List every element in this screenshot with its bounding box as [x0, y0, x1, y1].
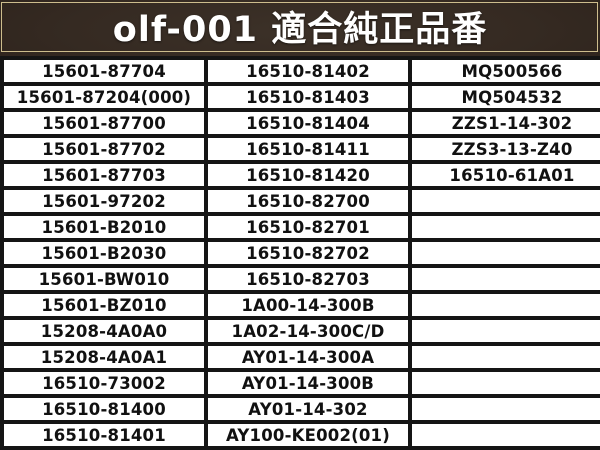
part-number-cell: 16510-82700: [204, 186, 412, 216]
part-number-cell: 16510-81400: [0, 394, 208, 424]
table-row: 15601-B2010 16510-82701: [0, 212, 600, 242]
empty-cell: [408, 290, 600, 320]
part-number-cell: 15601-87700: [0, 108, 208, 138]
part-number-cell: 15601-87702: [0, 134, 208, 164]
part-number-cell: ZZS1-14-302: [408, 108, 600, 138]
table-row: 15208-4A0A1 AY01-14-300A: [0, 342, 600, 372]
table-row: 15601-87700 16510-81404 ZZS1-14-302: [0, 108, 600, 138]
header-banner: olf-001 適合純正品番: [0, 0, 600, 56]
empty-cell: [408, 212, 600, 242]
part-number-cell: AY01-14-300B: [204, 368, 412, 398]
part-number-cell: 15601-97202: [0, 186, 208, 216]
part-number-cell: 1A02-14-300C/D: [204, 316, 412, 346]
part-number-cell: 16510-81404: [204, 108, 412, 138]
part-number-cell: AY01-14-300A: [204, 342, 412, 372]
empty-cell: [408, 394, 600, 424]
part-number-cell: 16510-81401: [0, 420, 208, 450]
part-number-cell: AY100-KE002(01): [204, 420, 412, 450]
part-number-cell: 15601-BZ010: [0, 290, 208, 320]
empty-cell: [408, 316, 600, 346]
table-row: 15601-BZ010 1A00-14-300B: [0, 290, 600, 320]
table-row: 15601-87704 16510-81402 MQ500566: [0, 56, 600, 86]
empty-cell: [408, 368, 600, 398]
part-number-cell: 16510-82703: [204, 264, 412, 294]
part-number-cell: 15601-87704: [0, 56, 208, 86]
empty-cell: [408, 420, 600, 450]
part-number-cell: 16510-81403: [204, 82, 412, 112]
part-number-cell: 16510-81402: [204, 56, 412, 86]
table-row: 15601-87703 16510-81420 16510-61A01: [0, 160, 600, 190]
part-number-cell: 15601-B2030: [0, 238, 208, 268]
table-row: 15601-B2030 16510-82702: [0, 238, 600, 268]
part-number-cell: 15601-87204(000): [0, 82, 208, 112]
table-row: 15208-4A0A0 1A02-14-300C/D: [0, 316, 600, 346]
part-number-cell: 16510-61A01: [408, 160, 600, 190]
page-title: olf-001 適合純正品番: [112, 9, 488, 50]
part-number-cell: 16510-81420: [204, 160, 412, 190]
table-row: 16510-81401 AY100-KE002(01): [0, 420, 600, 450]
part-number-cell: 15208-4A0A1: [0, 342, 208, 372]
table-row: 16510-73002 AY01-14-300B: [0, 368, 600, 398]
part-number-cell: 16510-82701: [204, 212, 412, 242]
empty-cell: [408, 264, 600, 294]
empty-cell: [408, 186, 600, 216]
part-number-cell: MQ504532: [408, 82, 600, 112]
compatible-part-numbers-table: 15601-87704 16510-81402 MQ500566 15601-8720…: [0, 56, 600, 450]
part-number-cell: 15601-BW010: [0, 264, 208, 294]
table-row: 16510-81400 AY01-14-302: [0, 394, 600, 424]
part-number-cell: 15601-B2010: [0, 212, 208, 242]
table-row: 15601-87204(000) 16510-81403 MQ504532: [0, 82, 600, 112]
table-row: 15601-BW010 16510-82703: [0, 264, 600, 294]
part-number-cell: AY01-14-302: [204, 394, 412, 424]
part-number-cell: MQ500566: [408, 56, 600, 86]
part-number-cell: 15601-87703: [0, 160, 208, 190]
part-number-cell: 16510-82702: [204, 238, 412, 268]
part-number-cell: 1A00-14-300B: [204, 290, 412, 320]
parts-table-body: 15601-87704 16510-81402 MQ500566 15601-8720…: [0, 56, 600, 450]
empty-cell: [408, 342, 600, 372]
part-number-cell: 16510-73002: [0, 368, 208, 398]
part-number-cell: 16510-81411: [204, 134, 412, 164]
part-number-cell: 15208-4A0A0: [0, 316, 208, 346]
part-number-cell: ZZS3-13-Z40: [408, 134, 600, 164]
table-row: 15601-97202 16510-82700: [0, 186, 600, 216]
empty-cell: [408, 238, 600, 268]
table-row: 15601-87702 16510-81411 ZZS3-13-Z40: [0, 134, 600, 164]
